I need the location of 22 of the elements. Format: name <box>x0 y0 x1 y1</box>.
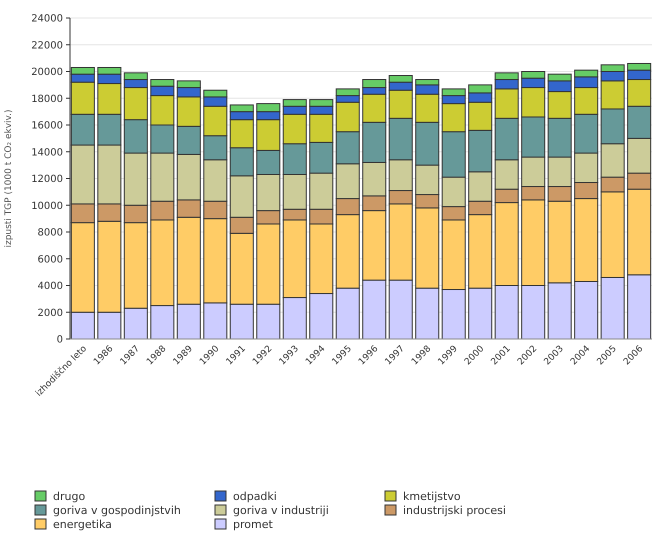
y-tick-label: 2000 <box>38 308 63 319</box>
y-tick-label: 8000 <box>38 228 63 238</box>
y-tick-label: 0 <box>56 334 63 346</box>
y-axis-title: izpusti TGP (1000 t CO₂ ekviv.) <box>4 109 14 248</box>
y-tick-label: 18000 <box>31 94 63 105</box>
legend-label: odpadki <box>233 490 277 503</box>
legend-label: energetika <box>53 518 112 531</box>
y-tick-label: 4000 <box>38 281 63 292</box>
y-tick-label: 10000 <box>31 200 63 212</box>
legend-label: kmetijstvo <box>403 490 461 503</box>
y-tick-label: 22000 <box>31 40 63 52</box>
legend-label: goriva v industriji <box>233 504 329 517</box>
y-tick-label: 20000 <box>31 67 63 78</box>
y-tick-label: 14000 <box>31 147 63 158</box>
y-tick-label: 12000 <box>31 174 63 185</box>
y-tick-label: 16000 <box>31 120 63 132</box>
legend-label: industrijski procesi <box>403 504 506 517</box>
legend-label: promet <box>233 518 274 531</box>
y-tick-label: 6000 <box>38 254 63 266</box>
legend-label: drugo <box>53 490 86 503</box>
y-tick-label: 24000 <box>31 14 63 24</box>
legend-label: goriva v gospodinjstvih <box>53 504 181 517</box>
